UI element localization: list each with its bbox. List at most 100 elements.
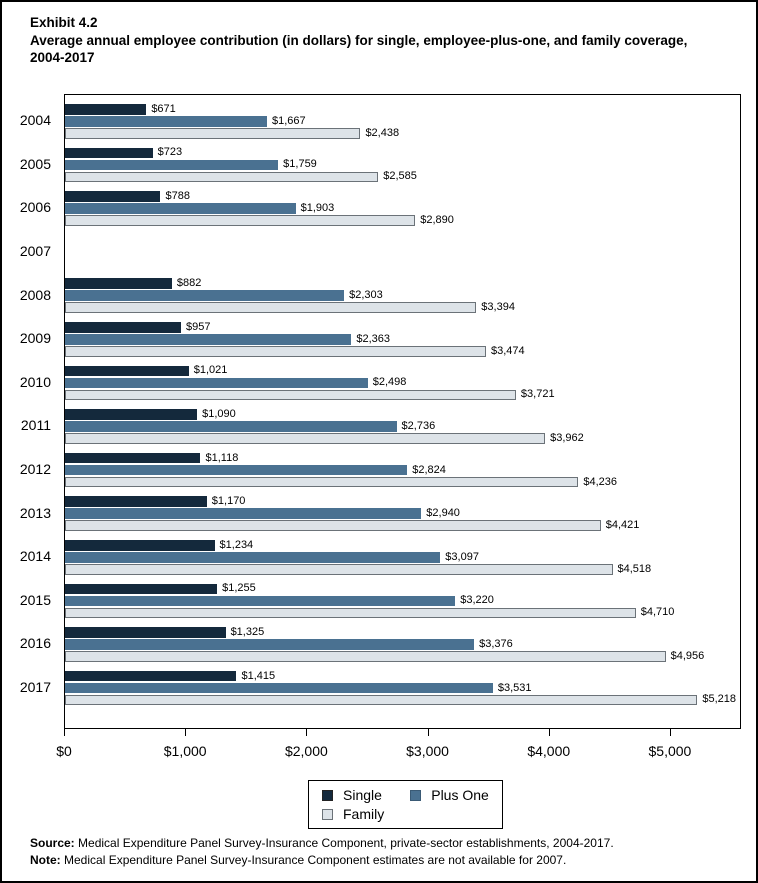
note-line: Note: Medical Expenditure Panel Survey-I… bbox=[30, 852, 740, 869]
year-group-2013: $1,170 $2,940 $4,421 bbox=[65, 496, 740, 540]
bar-family-2014 bbox=[65, 563, 613, 575]
x-tick-label: $1,000 bbox=[163, 742, 207, 759]
year-group-2008: $882 $2,303 $3,394 bbox=[65, 278, 740, 322]
bar-family-2016 bbox=[65, 651, 666, 662]
chart-subtitle: Average annual employee contribution (in… bbox=[30, 32, 688, 66]
source-line: Source: Medical Expenditure Panel Survey… bbox=[30, 835, 740, 852]
bar-value-label: $2,940 bbox=[426, 507, 460, 520]
bar-value-label: $671 bbox=[151, 102, 176, 115]
bar-value-label: $4,236 bbox=[583, 475, 617, 488]
bar-family-2011 bbox=[65, 433, 546, 444]
bar-plus-one-2017 bbox=[65, 682, 493, 694]
year-group-2010: $1,021 $2,498 $3,721 bbox=[65, 364, 740, 410]
x-tick bbox=[548, 728, 550, 736]
bar-single-2014 bbox=[65, 539, 215, 551]
bar-value-label: $2,736 bbox=[401, 419, 436, 432]
legend-label-single: Single bbox=[343, 787, 382, 803]
bar-value-label: $2,585 bbox=[383, 170, 417, 183]
bar-value-label: $4,956 bbox=[670, 649, 705, 662]
x-tick bbox=[427, 728, 429, 736]
bar-value-label: $1,325 bbox=[230, 625, 265, 638]
bar-value-label: $1,234 bbox=[219, 538, 254, 551]
bar-single-2008 bbox=[65, 278, 172, 289]
bar-single-2012 bbox=[65, 452, 201, 464]
year-label-2013: 2013 bbox=[19, 504, 51, 521]
year-label-2005: 2005 bbox=[19, 155, 51, 172]
bar-value-label: $3,394 bbox=[481, 301, 515, 314]
bar-value-label: $723 bbox=[157, 146, 183, 159]
year-label-2016: 2016 bbox=[19, 635, 51, 652]
bar-plus-one-2012 bbox=[65, 464, 408, 476]
bar-value-label: $3,962 bbox=[550, 431, 584, 444]
bar-value-label: $2,303 bbox=[349, 289, 383, 302]
year-label-2015: 2015 bbox=[19, 591, 51, 608]
year-group-2004: $671 $1,667 $2,438 bbox=[65, 102, 740, 148]
exhibit-label: Exhibit 4.2 bbox=[30, 15, 98, 30]
bar-single-2009 bbox=[65, 321, 181, 333]
year-label-2011: 2011 bbox=[20, 417, 51, 434]
bar-single-2005 bbox=[65, 147, 153, 159]
bar-value-label: $1,255 bbox=[222, 582, 256, 595]
year-label-2008: 2008 bbox=[19, 286, 51, 303]
source-label: Source: bbox=[30, 836, 75, 850]
bar-plus-one-2006 bbox=[65, 203, 296, 214]
bar-value-label: $957 bbox=[185, 320, 211, 333]
legend-swatch-plus-one bbox=[410, 789, 422, 801]
bar-value-label: $1,415 bbox=[241, 669, 276, 682]
year-label-2012: 2012 bbox=[19, 461, 51, 478]
x-tick bbox=[306, 728, 308, 736]
chart-title-block: Exhibit 4.2 Average annual employee cont… bbox=[30, 14, 724, 67]
year-label-2010: 2010 bbox=[19, 373, 51, 390]
bar-value-label: $2,890 bbox=[420, 213, 454, 226]
bar-value-label: $1,090 bbox=[202, 407, 236, 420]
bar-value-label: $3,376 bbox=[479, 637, 513, 650]
legend-item-single: Single bbox=[322, 787, 384, 803]
legend-swatch-family bbox=[322, 808, 333, 820]
legend-label-family: Family bbox=[343, 806, 385, 822]
x-tick-label: $5,000 bbox=[648, 742, 692, 759]
bar-single-2016 bbox=[65, 627, 226, 638]
bar-value-label: $788 bbox=[165, 189, 190, 202]
bar-plus-one-2004 bbox=[65, 115, 267, 127]
bar-value-label: $1,021 bbox=[193, 364, 228, 377]
bar-family-2004 bbox=[65, 127, 361, 139]
bar-single-2010 bbox=[65, 365, 189, 377]
note-label: Note: bbox=[30, 852, 61, 867]
x-tick bbox=[669, 728, 671, 736]
year-group-2015: $1,255 $3,220 $4,710 bbox=[65, 582, 740, 628]
bar-family-2017 bbox=[65, 694, 698, 706]
x-tick-label: $2,000 bbox=[284, 742, 328, 759]
bar-family-2006 bbox=[65, 215, 416, 226]
bar-plus-one-2014 bbox=[65, 551, 441, 563]
year-label-2014: 2014 bbox=[19, 548, 51, 565]
bar-single-2004 bbox=[65, 104, 147, 115]
bar-plus-one-2009 bbox=[65, 333, 352, 345]
x-axis: $0 $1,000 $2,000 $3,000 $4,000 $5,000 bbox=[56, 728, 739, 774]
bar-value-label: $1,170 bbox=[211, 495, 246, 508]
bar-value-label: $1,667 bbox=[272, 114, 306, 127]
year-label-2017: 2017 bbox=[19, 679, 51, 696]
year-group-2014: $1,234 $3,097 $4,518 bbox=[65, 538, 740, 584]
bar-plus-one-2010 bbox=[65, 377, 368, 389]
plot-area: $671 $1,667 $2,438 $723 $1,759 $2,585 $788 $1,9… bbox=[64, 94, 741, 729]
bar-single-2017 bbox=[65, 670, 237, 682]
bar-plus-one-2008 bbox=[65, 290, 345, 301]
year-group-2007 bbox=[65, 235, 740, 279]
bar-plus-one-2013 bbox=[65, 508, 422, 519]
bar-plus-one-2011 bbox=[65, 421, 397, 432]
year-label-2007: 2007 bbox=[19, 243, 51, 260]
legend-item-family: Family bbox=[322, 806, 384, 822]
x-tick bbox=[64, 728, 65, 736]
bar-plus-one-2016 bbox=[65, 639, 475, 650]
legend-swatch-single bbox=[322, 789, 333, 801]
legend-label-plus-one: Plus One bbox=[431, 787, 489, 803]
bar-value-label: $882 bbox=[176, 277, 202, 290]
bar-family-2009 bbox=[65, 345, 486, 357]
year-group-2006: $788 $1,903 $2,890 bbox=[65, 189, 740, 235]
bar-single-2013 bbox=[65, 496, 207, 507]
source-text: Medical Expenditure Panel Survey-Insuran… bbox=[78, 836, 614, 850]
bar-value-label: $1,903 bbox=[300, 201, 335, 214]
year-label-2004: 2004 bbox=[19, 112, 51, 129]
bar-family-2010 bbox=[65, 389, 516, 401]
